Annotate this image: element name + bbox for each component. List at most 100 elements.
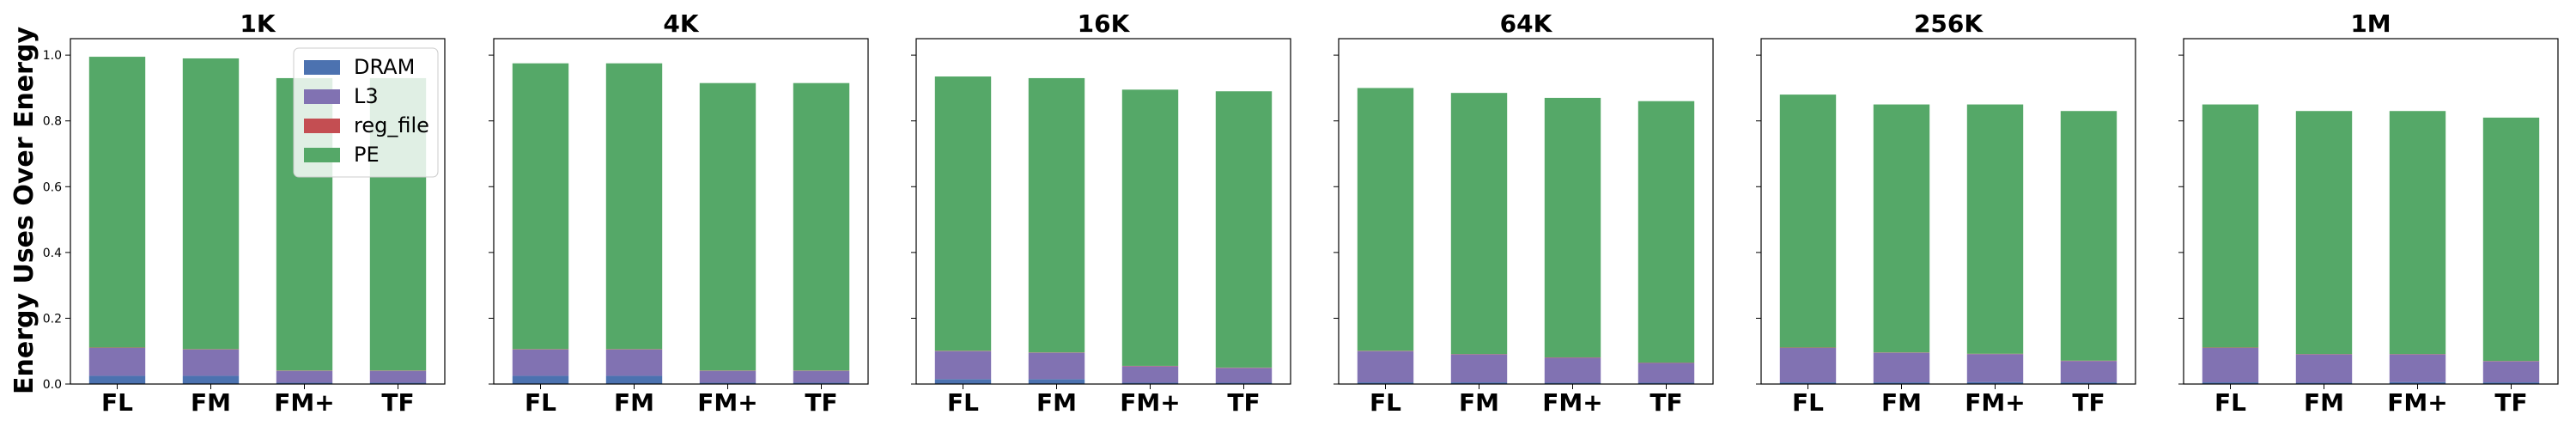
x-tick-label: FL [1370, 388, 1401, 417]
y-axis-label: Energy Uses Over Energy [9, 27, 39, 394]
panel-5: FL FM FM+ TF 1M [2178, 9, 2558, 417]
bar-segment-PE-FL [1358, 88, 1413, 351]
bar-segment-L3-FL [1780, 348, 1836, 382]
x-tick-label: FL [2215, 388, 2246, 417]
bar-segment-PE-FL [2202, 105, 2258, 348]
bar-segment-PE-TF [1216, 91, 1272, 368]
panel-1: FL FM FM+ TF 4K [489, 9, 868, 417]
bar-segment-L3-TF [1638, 363, 1694, 383]
bar-segment-L3-FL [89, 348, 145, 376]
bar-segment-L3-TF [1216, 368, 1272, 382]
bar-segment-L3-FM [606, 350, 662, 376]
legend-label: DRAM [354, 55, 415, 79]
bar-segment-PE-FM+ [700, 83, 756, 371]
x-tick-label: FM [191, 388, 231, 417]
bar-segment-L3-FM+ [1122, 366, 1178, 382]
bar-segment-DRAM-FM [183, 375, 239, 384]
panel-title: 256K [1914, 9, 1984, 38]
x-tick-label: TF [805, 388, 837, 417]
bar-segment-L3-FM+ [700, 371, 756, 383]
panel-title: 4K [663, 9, 699, 38]
bar-segment-L3-TF [370, 371, 426, 383]
bar-segment-PE-FM+ [1967, 105, 2023, 354]
bar-segment-PE-TF [2483, 118, 2539, 361]
x-tick-label: FM+ [1965, 388, 2025, 417]
x-tick-label: FM+ [1120, 388, 1180, 417]
bar-segment-PE-FL [935, 76, 991, 351]
bar-segment-L3-FM [1029, 353, 1084, 380]
bar-segment-PE-TF [793, 83, 849, 371]
x-tick-label: FM [1881, 388, 1922, 417]
x-tick-label: FL [101, 388, 133, 417]
bar-segment-PE-FM+ [1545, 98, 1601, 357]
bar-segment-DRAM-FL [513, 375, 568, 384]
y-tick-label: 0.2 [43, 312, 62, 326]
bar-segment-L3-FM [183, 350, 239, 376]
bar-segment-PE-FM [606, 64, 662, 350]
x-tick-label: FL [525, 388, 556, 417]
y-tick-label: 0.4 [43, 247, 62, 260]
legend-label: L3 [354, 84, 379, 108]
x-tick-label: FM+ [274, 388, 334, 417]
x-tick-label: FM [1036, 388, 1077, 417]
bar-segment-L3-FM+ [1967, 354, 2023, 382]
x-tick-label: FM+ [1542, 388, 1602, 417]
y-tick-label: 0.6 [43, 180, 62, 194]
bar-segment-L3-FM [1451, 355, 1507, 383]
panel-title: 1M [2350, 9, 2391, 38]
x-tick-label: TF [1649, 388, 1682, 417]
legend-swatch-DRAM [304, 60, 340, 75]
x-tick-label: FM [1459, 388, 1499, 417]
panel-3: FL FM FM+ TF 64K [1334, 9, 1713, 417]
legend-swatch-reg_file [304, 119, 340, 133]
bar-segment-L3-FM+ [1545, 357, 1601, 382]
bar-segment-L3-TF [793, 371, 849, 383]
bar-segment-PE-FM [1874, 105, 1929, 353]
bar-segment-L3-FM [2296, 355, 2352, 383]
x-tick-label: TF [381, 388, 414, 417]
bar-segment-L3-TF [2483, 362, 2539, 383]
x-tick-label: FM+ [2387, 388, 2447, 417]
bar-segment-DRAM-FL [89, 375, 145, 384]
bar-segment-PE-FM+ [1122, 89, 1178, 366]
bar-segment-DRAM-FM [1029, 379, 1084, 384]
bar-segment-L3-FM [1874, 353, 1929, 382]
bar-segment-PE-FM [1029, 78, 1084, 352]
x-tick-label: TF [2494, 388, 2527, 417]
bar-segment-L3-FL [935, 351, 991, 380]
bar-segment-PE-FM [1451, 93, 1507, 354]
bar-segment-PE-FL [1780, 95, 1836, 347]
legend-swatch-PE [304, 148, 340, 162]
bar-segment-PE-FM [2296, 111, 2352, 354]
x-tick-label: FL [1792, 388, 1824, 417]
x-tick-label: FM [614, 388, 654, 417]
y-tick-label: 0.8 [43, 115, 62, 129]
bar-segment-DRAM-FM [606, 375, 662, 384]
legend-swatch-L3 [304, 89, 340, 104]
y-tick-label: 0.0 [43, 378, 62, 392]
x-tick-label: FL [947, 388, 979, 417]
x-tick-label: TF [1227, 388, 1260, 417]
x-tick-label: FM [2304, 388, 2344, 417]
bar-segment-L3-FM+ [2390, 355, 2445, 382]
panel-title: 1K [240, 9, 276, 38]
bar-segment-PE-TF [1638, 101, 1694, 363]
bar-segment-L3-FM+ [276, 371, 332, 383]
y-tick-label: 1.0 [43, 49, 62, 63]
x-tick-label: FM+ [697, 388, 757, 417]
legend-label: reg_file [354, 113, 429, 137]
bar-segment-PE-TF [2061, 111, 2117, 361]
bar-segment-DRAM-FL [935, 379, 991, 384]
bar-segment-L3-FL [513, 350, 568, 376]
panel-title: 64K [1500, 9, 1553, 38]
bar-segment-PE-FL [513, 64, 568, 350]
bar-segment-PE-FL [89, 57, 145, 347]
bar-segment-PE-FM [183, 58, 239, 349]
bar-segment-PE-FM+ [2390, 111, 2445, 354]
bar-segment-L3-FL [1358, 351, 1413, 382]
